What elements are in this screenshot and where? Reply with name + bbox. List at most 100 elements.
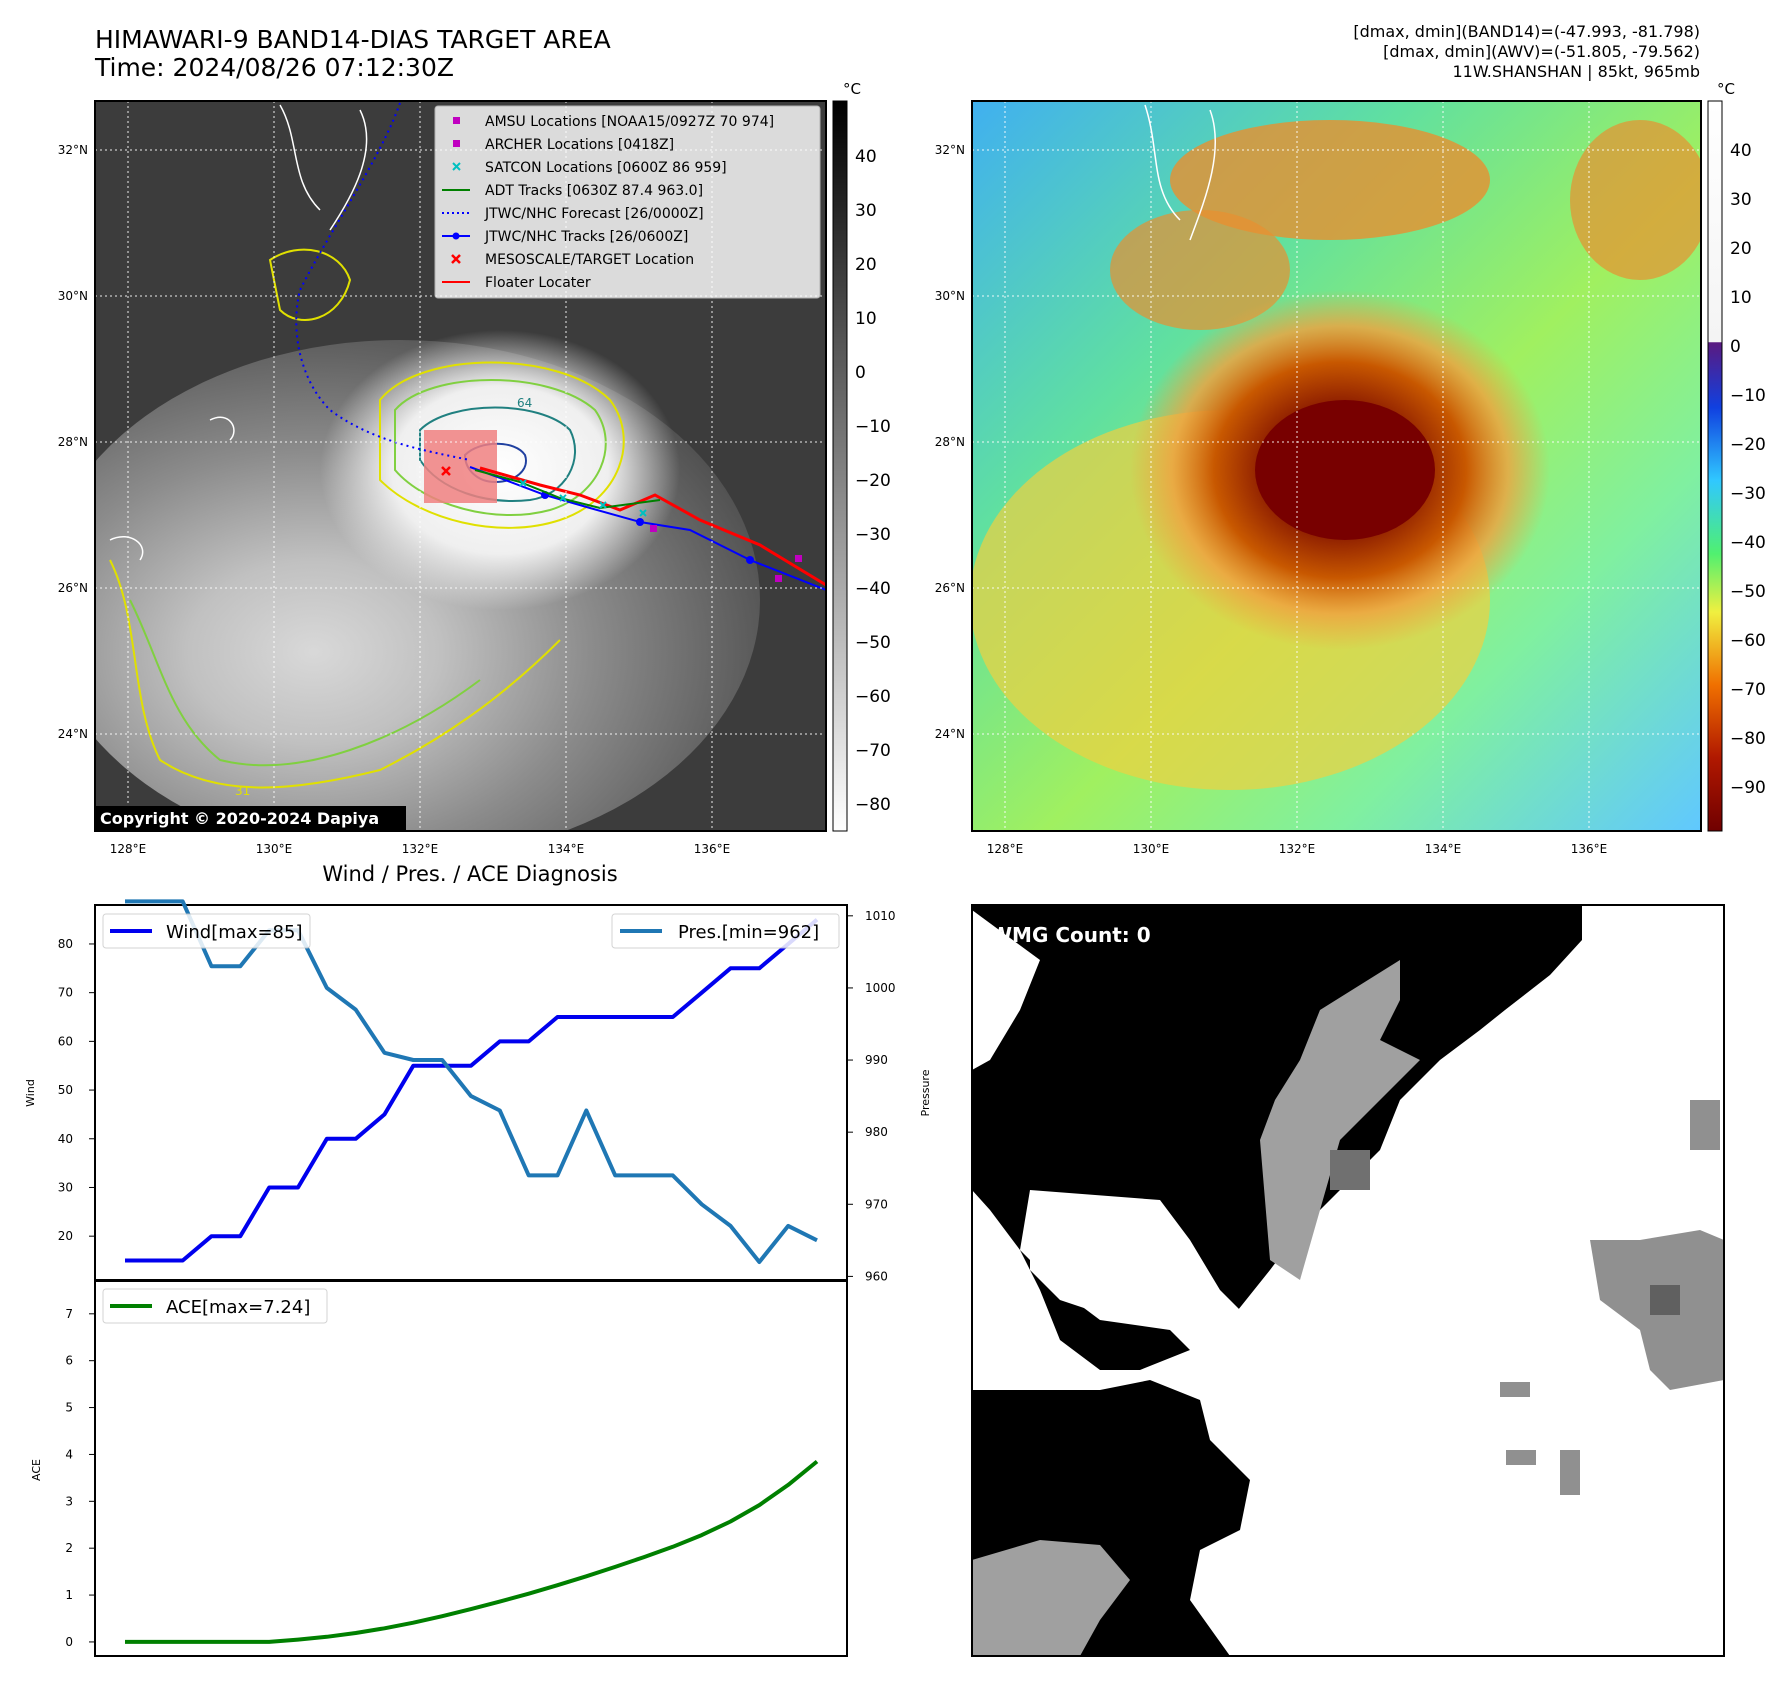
wmg-panel: WMG Count: 0 bbox=[971, 904, 1725, 1657]
lat-tick: 24°N bbox=[935, 727, 965, 741]
cb-tick: −20 bbox=[1730, 435, 1766, 455]
legend-tracks-dot bbox=[452, 232, 460, 240]
jtwc-best-track bbox=[469, 466, 826, 591]
map1-lat-ticks: 32°N 30°N 28°N 26°N 24°N bbox=[58, 143, 88, 741]
cb-tick: 20 bbox=[855, 255, 877, 275]
jtwc-track-point bbox=[636, 518, 644, 526]
cb-tick: 0 bbox=[1730, 337, 1741, 357]
info-line-1: [dmax, dmin](BAND14)=(-47.993, -81.798) bbox=[1353, 22, 1700, 41]
map2-lon-ticks: 128°E 130°E 132°E 134°E 136°E bbox=[987, 842, 1608, 856]
ace-ytick-label: 1 bbox=[65, 1588, 73, 1602]
cb-tick: −20 bbox=[855, 471, 891, 491]
ace-ytick-label: 3 bbox=[65, 1494, 73, 1508]
cb-tick: 10 bbox=[1730, 288, 1752, 308]
coastline-islands bbox=[109, 416, 235, 561]
wind-ytick-label: 40 bbox=[58, 1132, 73, 1146]
lat-tick: 30°N bbox=[935, 289, 965, 303]
contour-yellow-band bbox=[109, 559, 561, 789]
wind-ytick-label: 50 bbox=[58, 1083, 73, 1097]
wind-legend bbox=[102, 913, 311, 949]
ace-ytick-label: 2 bbox=[65, 1541, 73, 1555]
wmg-white-central bbox=[1020, 1190, 1270, 1370]
wind-series-line bbox=[125, 918, 819, 1263]
wmg-frame bbox=[971, 904, 1725, 1657]
jtwc-track-point bbox=[746, 556, 754, 564]
ace-frame bbox=[94, 1280, 848, 1657]
coastline-kyushu-2 bbox=[1144, 104, 1217, 241]
contour-yellow bbox=[379, 361, 625, 529]
diagnosis-title: Wind / Pres. / ACE Diagnosis bbox=[322, 862, 618, 886]
awv-colorbar bbox=[1707, 100, 1723, 832]
legend-archer-marker bbox=[453, 140, 460, 147]
lon-tick: 132°E bbox=[1279, 842, 1316, 856]
cb-tick: −70 bbox=[855, 741, 891, 761]
band14-colorbar-unit: °C bbox=[843, 80, 861, 98]
map2-frame bbox=[971, 100, 1702, 832]
pressure-ytick-label: 970 bbox=[865, 1197, 888, 1211]
map-legend: AMSU Locations [NOAA15/0927Z 70 974] ARC… bbox=[434, 105, 821, 299]
lon-tick: 130°E bbox=[256, 842, 293, 856]
band14-colorbar-ticks: 40 30 20 10 0 −10 −20 −30 −40 −50 −60 −7… bbox=[855, 147, 891, 815]
legend-satcon: SATCON Locations [0600Z 86 959] bbox=[485, 160, 727, 176]
wmg-gray-patch bbox=[1560, 1450, 1580, 1495]
legend-archer: ARCHER Locations [0418Z] bbox=[485, 137, 674, 153]
map1-lon-ticks: 128°E 130°E 132°E 134°E 136°E bbox=[110, 842, 731, 856]
archer-marker bbox=[795, 555, 802, 562]
jtwc-forecast-track bbox=[295, 102, 471, 461]
figure-title: HIMAWARI-9 BAND14-DIAS TARGET AREA Time:… bbox=[95, 26, 611, 82]
copyright-text: Copyright © 2020-2024 Dapiya bbox=[100, 809, 379, 828]
ace-axis-label: ACE bbox=[30, 1459, 43, 1481]
typhoon-eye-region bbox=[1255, 400, 1435, 540]
cb-tick: −60 bbox=[855, 687, 891, 707]
gridlines-2 bbox=[972, 101, 1701, 831]
pressure-ytick-label: 990 bbox=[865, 1053, 888, 1067]
wind-ytick-label: 20 bbox=[58, 1229, 73, 1243]
legend-target: MESOSCALE/TARGET Location bbox=[485, 252, 694, 268]
cb-tick: −60 bbox=[1730, 631, 1766, 651]
lon-tick: 134°E bbox=[548, 842, 585, 856]
coastline-kyushu bbox=[279, 104, 368, 231]
wmg-darkgray-east bbox=[1650, 1285, 1680, 1315]
legend-adt: ADT Tracks [0630Z 87.4 963.0] bbox=[485, 183, 703, 199]
wind-ytick-label: 70 bbox=[58, 986, 73, 1000]
pressure-ytick-label: 980 bbox=[865, 1125, 888, 1139]
info-line-2: [dmax, dmin](AWV)=(-51.805, -79.562) bbox=[1383, 42, 1700, 61]
pressure-ytick-label: 1000 bbox=[865, 981, 896, 995]
cb-tick: 30 bbox=[855, 201, 877, 221]
wmg-count-label: WMG Count: 0 bbox=[990, 923, 1151, 947]
ace-ytick-label: 5 bbox=[65, 1401, 73, 1415]
awv-colorbar-unit: °C bbox=[1717, 80, 1735, 98]
pressure-ytick-label: 960 bbox=[865, 1269, 888, 1283]
cb-tick: −50 bbox=[855, 633, 891, 653]
wmg-gray-patch bbox=[1690, 1100, 1720, 1150]
info-line-3: 11W.SHANSHAN | 85kt, 965mb bbox=[1452, 62, 1700, 81]
cb-tick: −90 bbox=[1730, 778, 1766, 798]
target-location-marker bbox=[441, 466, 451, 476]
title-line-1: HIMAWARI-9 BAND14-DIAS TARGET AREA bbox=[95, 25, 611, 54]
north-convection bbox=[1170, 120, 1490, 240]
wind-ytick-label: 60 bbox=[58, 1034, 73, 1048]
legend-floater: Floater Locater bbox=[485, 275, 591, 291]
ace-legend-label: ACE[max=7.24] bbox=[166, 1297, 310, 1318]
lon-tick: 128°E bbox=[987, 842, 1024, 856]
lon-tick: 130°E bbox=[1133, 842, 1170, 856]
cb-tick: −10 bbox=[855, 417, 891, 437]
lat-tick: 26°N bbox=[58, 581, 88, 595]
contour-label-64: 64 bbox=[517, 396, 532, 410]
cb-tick: −30 bbox=[855, 525, 891, 545]
cb-tick: −40 bbox=[855, 579, 891, 599]
lon-tick: 136°E bbox=[1571, 842, 1608, 856]
legend-amsu: AMSU Locations [NOAA15/0927Z 70 974] bbox=[485, 114, 774, 130]
legend-satcon-marker bbox=[452, 162, 461, 171]
wmg-gray-patch bbox=[1506, 1450, 1536, 1465]
pressure-axis-label: Pressure bbox=[919, 1069, 932, 1116]
lon-tick: 132°E bbox=[402, 842, 439, 856]
cb-tick: −40 bbox=[1730, 533, 1766, 553]
lon-tick: 128°E bbox=[110, 842, 147, 856]
cb-tick: −80 bbox=[855, 795, 891, 815]
title-line-2: Time: 2024/08/26 07:12:30Z bbox=[95, 53, 454, 82]
lat-tick: 28°N bbox=[935, 435, 965, 449]
legend-amsu-marker bbox=[453, 117, 460, 124]
